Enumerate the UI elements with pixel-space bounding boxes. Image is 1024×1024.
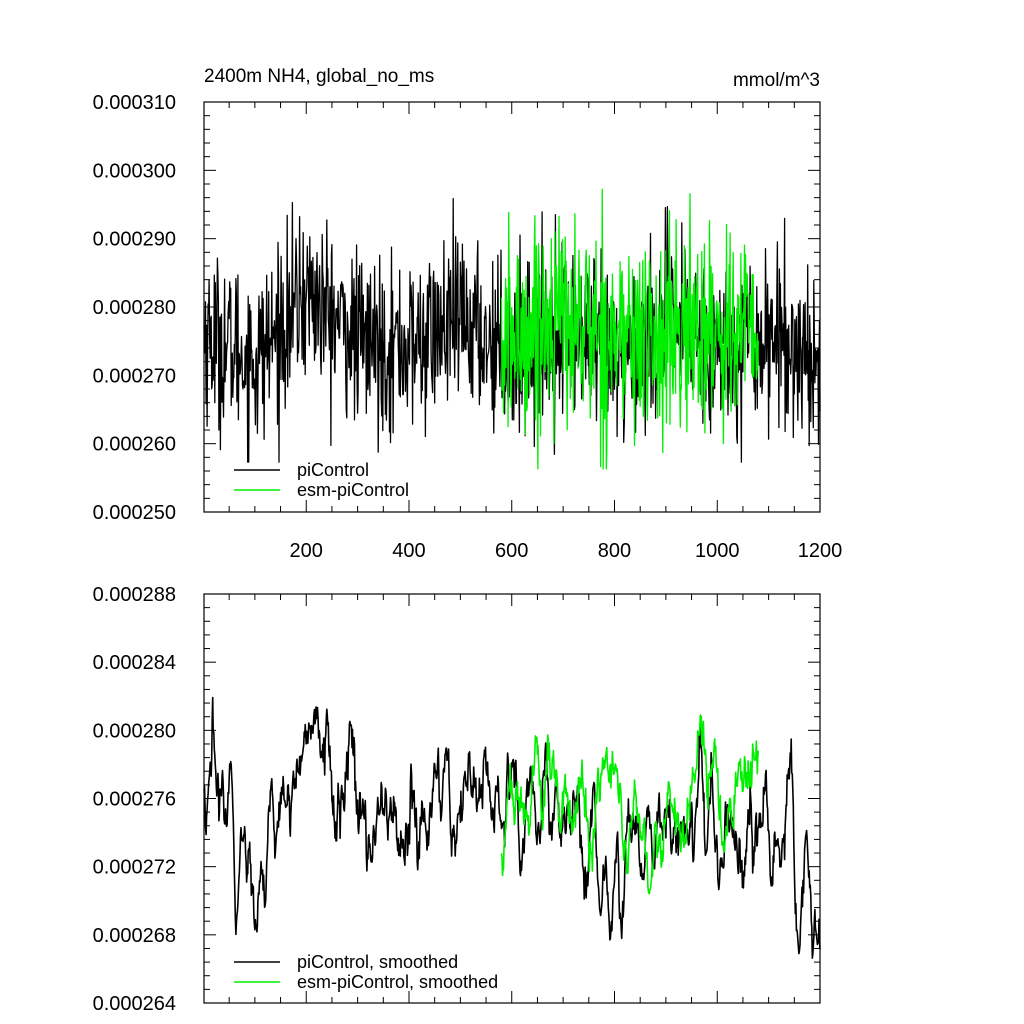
top-panel: 2400m NH4, global_no_ms mmol/m^3 0.00025… bbox=[93, 66, 843, 562]
legend-label-esm-picontrol-smoothed: esm-piControl, smoothed bbox=[297, 972, 498, 992]
x-tick-label: 800 bbox=[598, 540, 631, 562]
y-tick-label: 0.000270 bbox=[93, 365, 176, 387]
x-tick-label: 1000 bbox=[695, 540, 740, 562]
y-tick-label: 0.000310 bbox=[93, 92, 176, 114]
series-line-esm-picontrol-smoothed bbox=[500, 714, 760, 895]
y-tick-label: 0.000272 bbox=[93, 857, 176, 879]
top-axis-ticks: 0.000250 0.000260 0.000270 0.000280 0.000290… bbox=[93, 92, 843, 562]
y-tick-label: 0.000288 bbox=[93, 584, 176, 606]
y-tick-label: 0.000290 bbox=[93, 229, 176, 251]
units-label: mmol/m^3 bbox=[733, 70, 820, 91]
y-tick-label: 0.000264 bbox=[93, 993, 176, 1015]
y-tick-label: 0.000280 bbox=[93, 297, 176, 319]
legend-label-picontrol: piControl bbox=[297, 460, 369, 480]
top-legend: piControl esm-piControl bbox=[234, 460, 409, 500]
y-tick-label: 0.000260 bbox=[93, 434, 176, 456]
bottom-panel: 0.000264 0.000268 0.000272 0.000276 0.000280… bbox=[93, 584, 821, 1015]
y-tick-label: 0.000276 bbox=[93, 789, 176, 811]
top-series-group bbox=[203, 188, 821, 470]
y-tick-label: 0.000250 bbox=[93, 502, 176, 524]
series-line-picontrol bbox=[203, 197, 821, 463]
x-tick-label: 600 bbox=[495, 540, 528, 562]
bottom-legend: piControl, smoothed esm-piControl, smoot… bbox=[234, 952, 498, 992]
legend-label-esm-picontrol: esm-piControl bbox=[297, 480, 409, 500]
bottom-series-group bbox=[203, 696, 821, 959]
y-tick-label: 0.000268 bbox=[93, 925, 176, 947]
x-tick-label: 200 bbox=[290, 540, 323, 562]
bottom-axis-ticks: 0.000264 0.000268 0.000272 0.000276 0.000280… bbox=[93, 584, 821, 1015]
x-tick-label: 1200 bbox=[798, 540, 843, 562]
x-tick-label: 400 bbox=[392, 540, 425, 562]
y-tick-label: 0.000300 bbox=[93, 160, 176, 182]
legend-label-picontrol-smoothed: piControl, smoothed bbox=[297, 952, 458, 972]
series-line-picontrol-smoothed bbox=[203, 696, 821, 959]
series-line-esm-picontrol bbox=[500, 188, 759, 470]
y-tick-label: 0.000284 bbox=[93, 652, 176, 674]
y-tick-label: 0.000280 bbox=[93, 720, 176, 742]
chart-title: 2400m NH4, global_no_ms bbox=[204, 66, 434, 87]
